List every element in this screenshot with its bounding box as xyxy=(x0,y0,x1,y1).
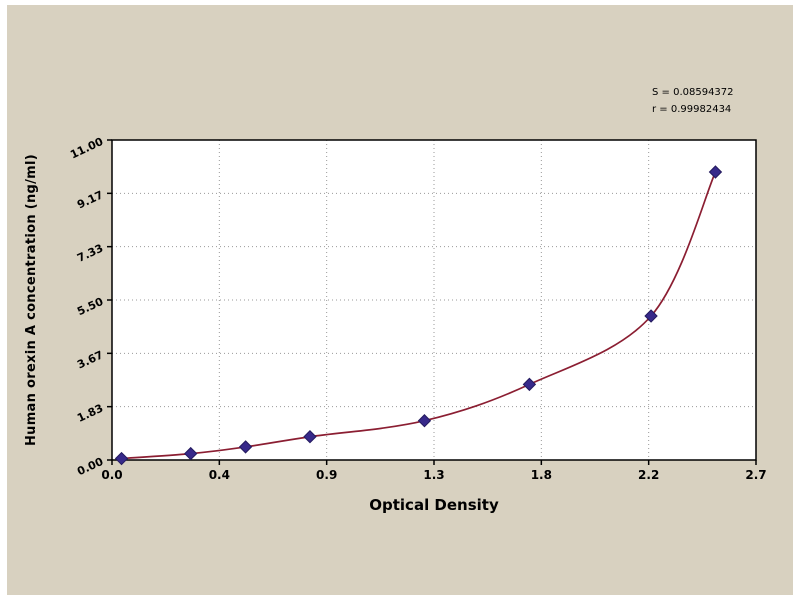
y-tick-label: 11.00 xyxy=(68,135,105,162)
data-point xyxy=(238,440,253,454)
x-tick-label: 0.0 xyxy=(101,468,122,482)
data-point xyxy=(417,414,432,428)
y-tick-label: 5.50 xyxy=(75,295,105,318)
x-tick-label: 0.4 xyxy=(209,468,230,482)
stat-r-value: r = 0.99982434 xyxy=(652,104,732,115)
y-tick-label: 9.17 xyxy=(75,188,105,211)
y-tick-label: 3.67 xyxy=(75,348,105,371)
data-point xyxy=(708,165,723,179)
data-point xyxy=(522,377,537,392)
x-tick-label: 2.2 xyxy=(638,468,659,482)
data-point xyxy=(644,309,658,323)
data-point xyxy=(184,446,198,461)
data-point xyxy=(114,451,129,466)
x-axis-title: Optical Density xyxy=(369,496,499,514)
data-point xyxy=(303,430,317,444)
y-tick-label: 7.33 xyxy=(75,242,105,265)
y-tick-label: 1.83 xyxy=(75,402,105,425)
fit-statistics: S = 0.08594372 r = 0.99982434 xyxy=(652,84,734,118)
x-tick-label: 1.8 xyxy=(531,468,552,482)
stat-s-value: S = 0.08594372 xyxy=(652,87,734,98)
y-axis-title: Human orexin A concentration (ng/ml) xyxy=(24,153,39,447)
x-tick-label: 0.9 xyxy=(316,468,337,482)
x-tick-label: 2.7 xyxy=(745,468,766,482)
x-tick-label: 1.3 xyxy=(423,468,444,482)
